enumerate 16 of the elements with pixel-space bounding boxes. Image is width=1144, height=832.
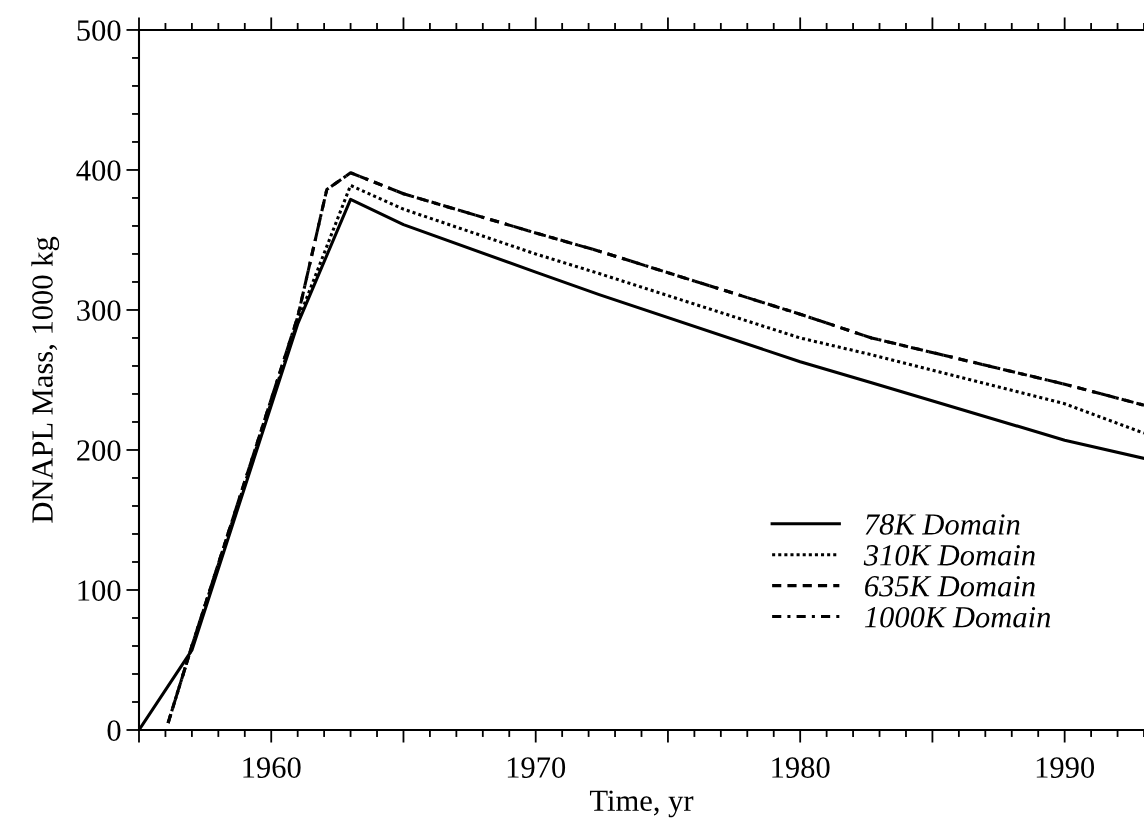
x-tick-label: 1980	[772, 757, 830, 778]
y-tick-label: 400	[76, 160, 121, 181]
x-tick-label: 1960	[243, 757, 301, 778]
y-axis-title: DNAPL Mass, 1000 kg	[31, 236, 60, 523]
x-tick-label: 1990	[1036, 757, 1095, 778]
y-tick-label: 300	[77, 300, 121, 321]
y-tick-label: 500	[77, 20, 121, 41]
legend-label: 78K Domain	[865, 514, 1020, 535]
legend-label: 635K Domain	[865, 576, 1035, 597]
y-tick-label: 100	[78, 580, 121, 601]
legend-label: 1000K Domain	[864, 606, 1051, 628]
x-tick-label: 1970	[507, 757, 566, 778]
x-axis-title: Time, yr	[589, 790, 694, 818]
legend-label: 310K Domain	[863, 545, 1035, 566]
y-tick-label: 0	[107, 720, 121, 741]
y-tick-label: 200	[77, 440, 121, 461]
